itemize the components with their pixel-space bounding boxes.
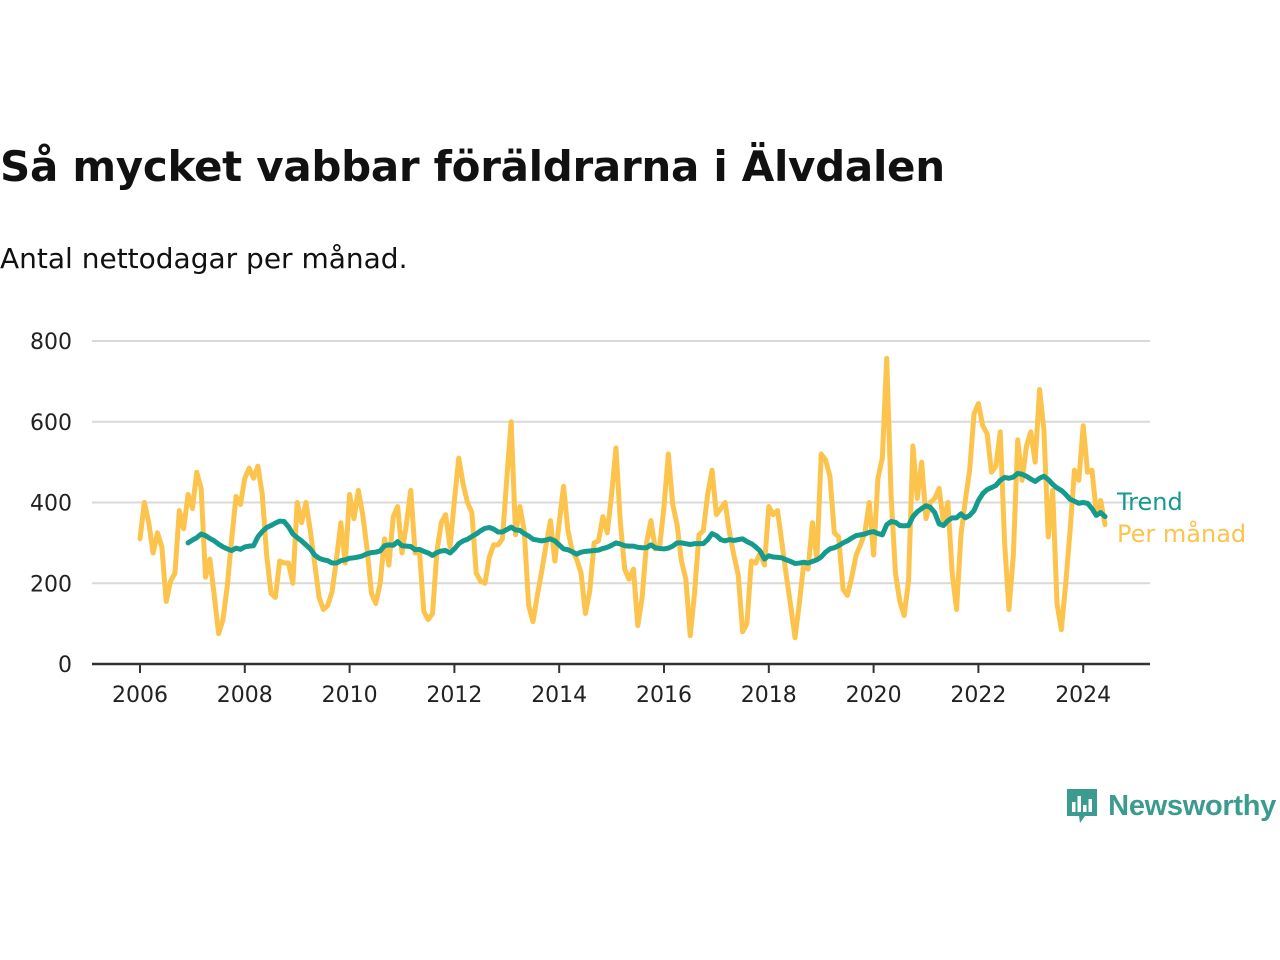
x-tick-label: 2012 — [426, 683, 482, 708]
brand-name: Newsworthy — [1108, 789, 1276, 822]
chart-subtitle: Antal nettodagar per månad. — [0, 242, 408, 275]
series-label-trend: Trend — [1116, 488, 1183, 516]
y-tick-label: 200 — [30, 572, 72, 597]
y-tick-label: 0 — [58, 653, 72, 678]
x-tick-label: 2024 — [1055, 683, 1111, 708]
x-tick-label: 2010 — [322, 683, 378, 708]
y-tick-label: 400 — [30, 492, 72, 517]
x-axis: 2006 2008 2010 2012 2014 2016 2018 2020 2022 2024 — [92, 662, 1150, 708]
y-tick-label: 600 — [30, 411, 72, 436]
newsworthy-brand: Newsworthy — [1064, 786, 1276, 826]
chart-title: Så mycket vabbar föräldrarna i Älvdalen — [0, 142, 945, 191]
x-tick-label: 2020 — [846, 683, 902, 708]
y-tick-label: 800 — [30, 330, 72, 355]
series-line-monthly — [137, 355, 1108, 641]
newsworthy-logo-icon — [1067, 789, 1098, 823]
x-tick-label: 2022 — [950, 683, 1006, 708]
x-tick-label: 2008 — [217, 683, 273, 708]
x-tick-label: 2018 — [741, 683, 797, 708]
y-axis-tick-labels: 0 200 400 600 800 — [30, 330, 72, 678]
series-line-trend — [185, 470, 1108, 566]
x-tick-label: 2016 — [636, 683, 692, 708]
x-tick-label: 2014 — [531, 683, 587, 708]
series-lines — [137, 355, 1108, 641]
x-tick-label: 2006 — [112, 683, 168, 708]
series-label-monthly: Per månad — [1117, 519, 1246, 548]
series-end-labels: Per månad Trend — [1116, 488, 1246, 548]
